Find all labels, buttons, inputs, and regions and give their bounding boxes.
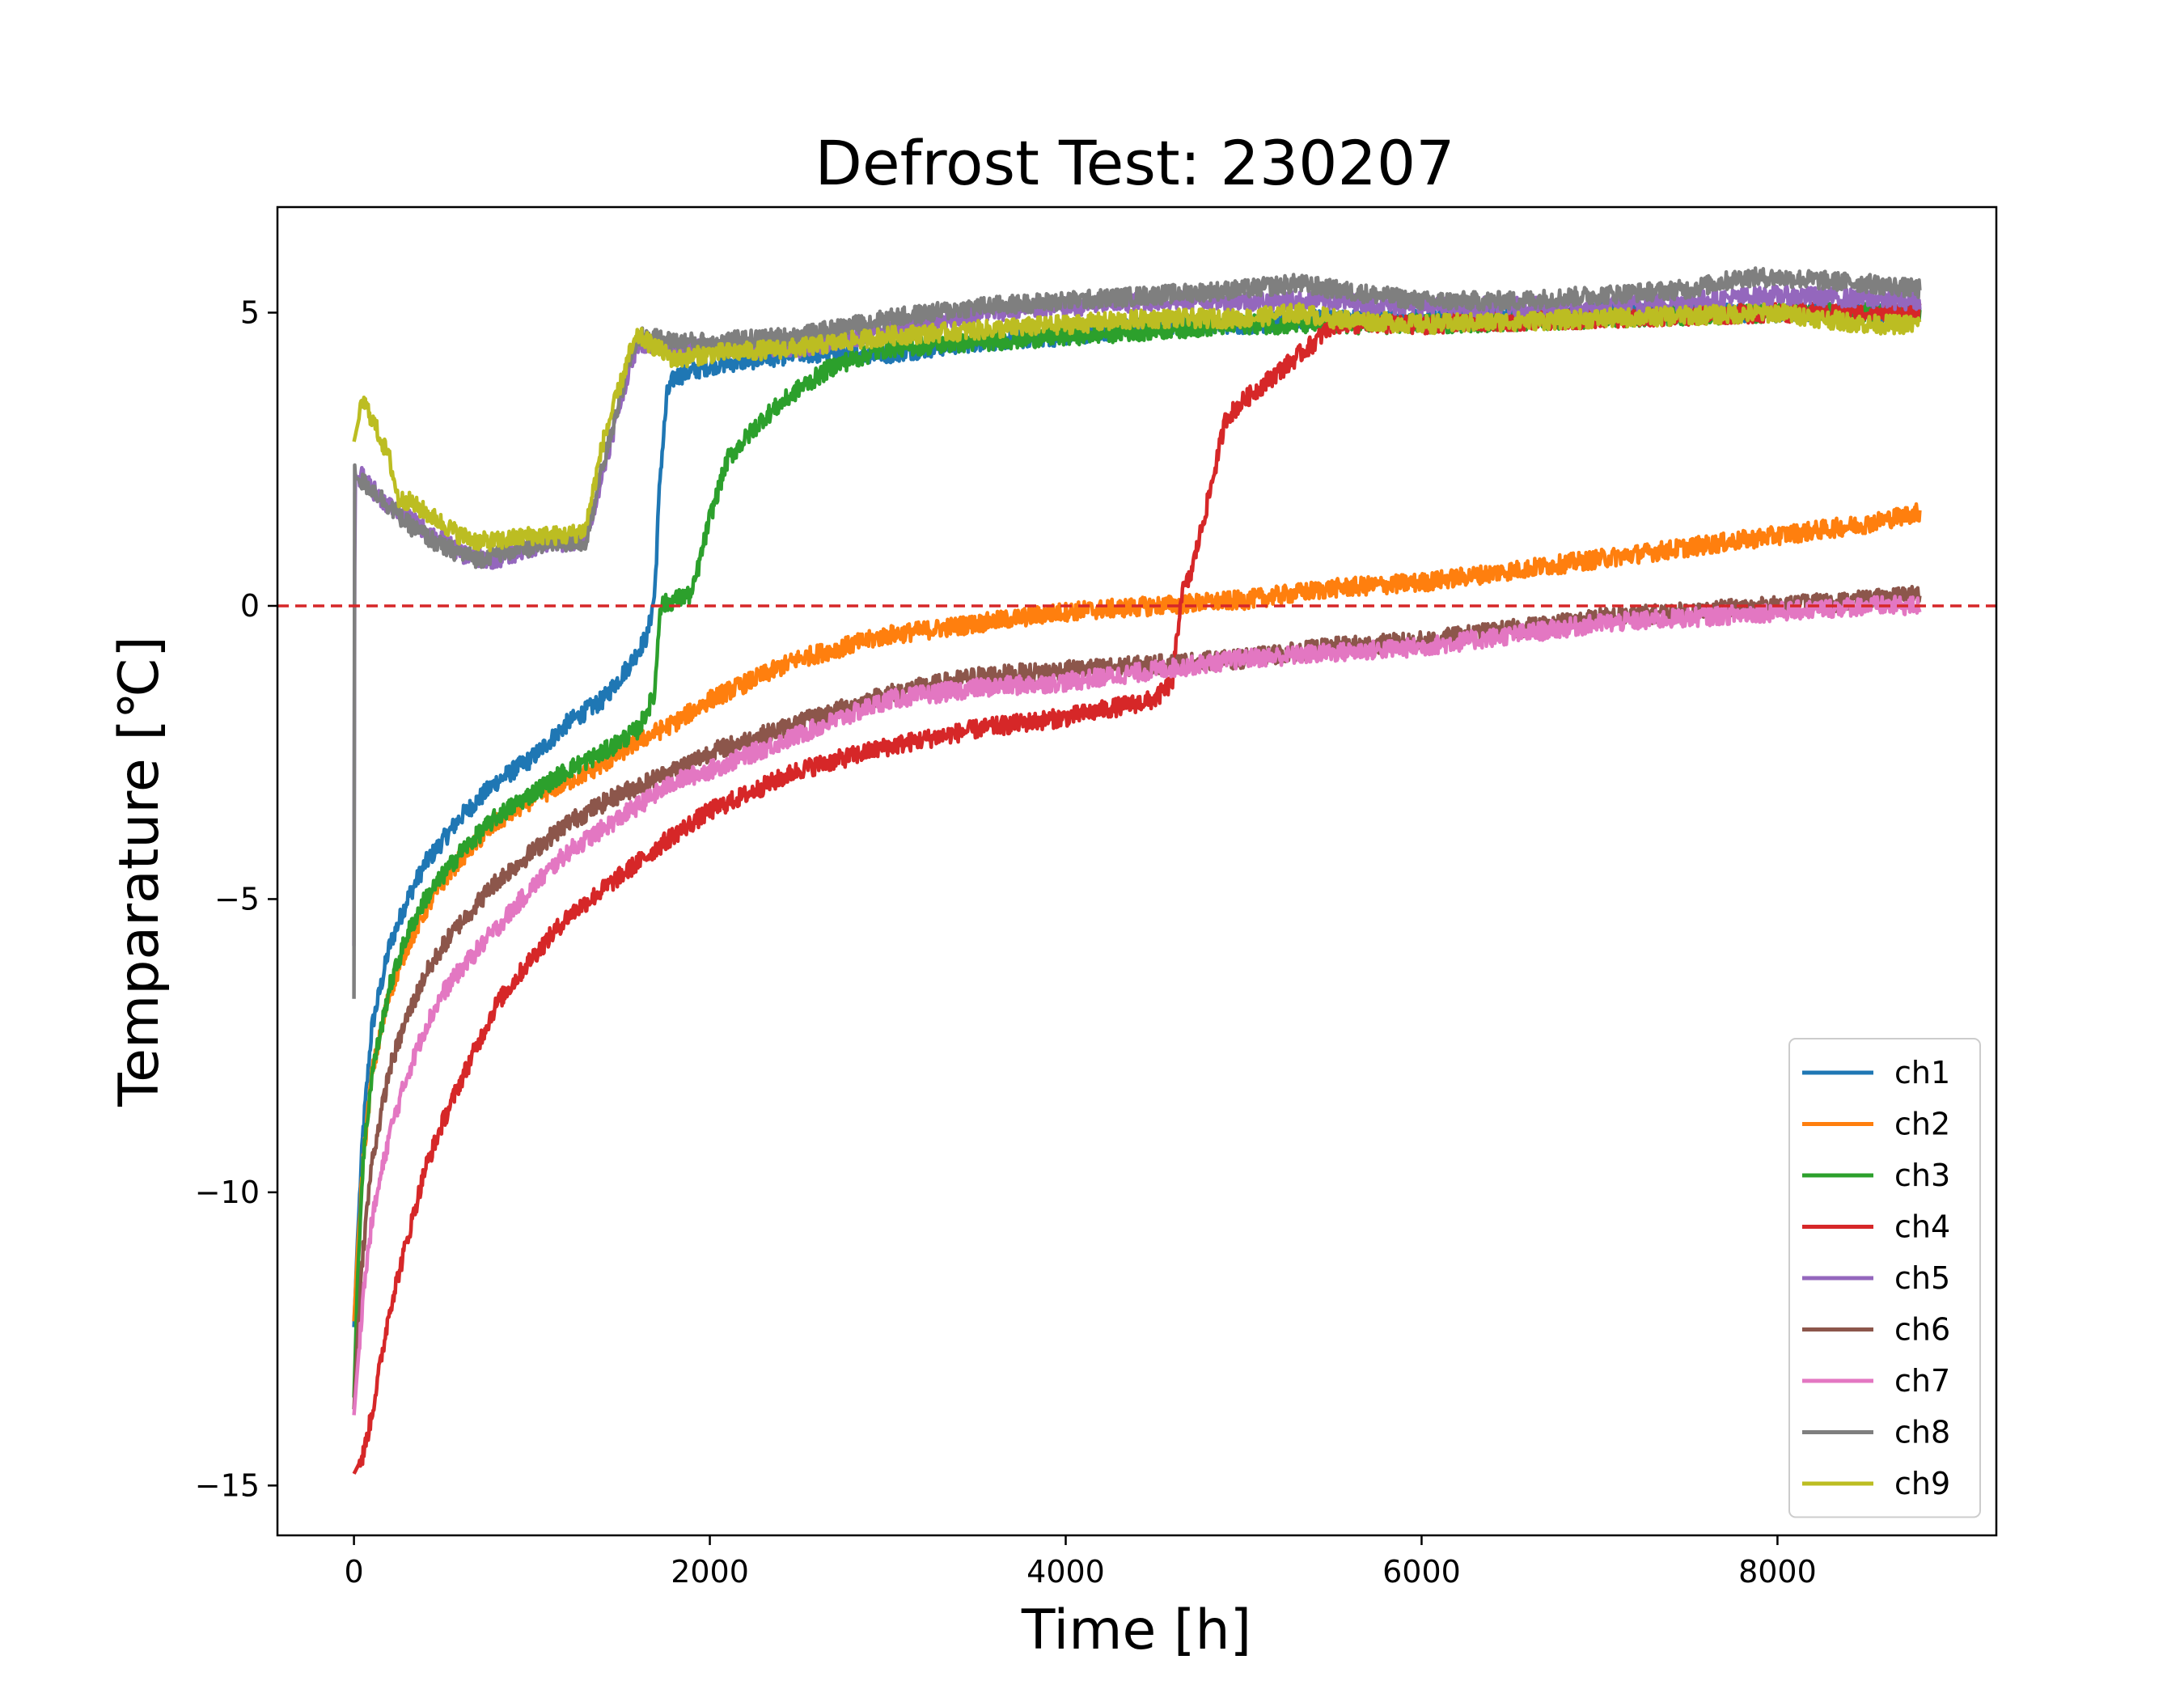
x-tick-label: 8000 xyxy=(1738,1554,1817,1590)
series-line-ch3 xyxy=(352,301,1922,1398)
legend-label-ch3: ch3 xyxy=(1894,1158,1950,1193)
x-axis-label: Time [h] xyxy=(1021,1598,1251,1662)
series-line-ch6 xyxy=(352,585,1922,1410)
x-tick-label: 0 xyxy=(344,1554,363,1590)
x-tick-label: 4000 xyxy=(1026,1554,1105,1590)
legend-box xyxy=(1788,1038,1981,1518)
series-line-ch8 xyxy=(352,266,1922,999)
y-tick-label: 0 xyxy=(240,588,260,624)
legend-label-ch8: ch8 xyxy=(1894,1415,1950,1450)
series-line-ch7 xyxy=(352,595,1922,1416)
y-tick-label: −5 xyxy=(214,881,260,917)
series-line-ch1 xyxy=(352,301,1922,1327)
plot-frame xyxy=(276,205,1998,1537)
series-line-ch4 xyxy=(352,301,1922,1475)
y-tick-label: −15 xyxy=(195,1467,260,1503)
y-tick-label: −10 xyxy=(195,1175,260,1210)
chart-title: Defrost Test: 230207 xyxy=(815,127,1454,199)
y-axis-label: Temparature [℃] xyxy=(108,636,171,1107)
legend-label-ch6: ch6 xyxy=(1894,1312,1950,1348)
legend-label-ch7: ch7 xyxy=(1894,1363,1950,1399)
legend-label-ch2: ch2 xyxy=(1894,1107,1950,1142)
legend-label-ch9: ch9 xyxy=(1894,1466,1950,1501)
legend-label-ch5: ch5 xyxy=(1894,1260,1950,1296)
series-line-ch9 xyxy=(352,302,1922,553)
x-tick-label: 2000 xyxy=(671,1554,749,1590)
x-tick-label: 6000 xyxy=(1382,1554,1461,1590)
y-tick-label: 5 xyxy=(240,294,260,330)
legend-label-ch1: ch1 xyxy=(1894,1055,1950,1090)
legend-label-ch4: ch4 xyxy=(1894,1209,1950,1245)
